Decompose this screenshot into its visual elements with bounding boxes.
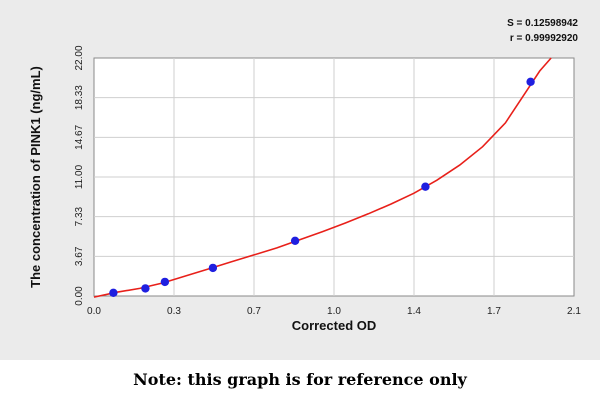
x-tick-label: 1.0 — [327, 306, 341, 317]
fit-curve-line — [93, 57, 552, 298]
y-tick-label: 18.33 — [74, 85, 85, 110]
x-tick-label: 1.7 — [487, 306, 501, 317]
chart-svg: 0.0 0.3 0.7 1.0 1.4 1.7 2.1 0.00 3.67 7.33 11.00 1… — [28, 18, 581, 333]
chart-figure: 0.0 0.3 0.7 1.0 1.4 1.7 2.1 0.00 3.67 7.33 11.00 1… — [0, 0, 600, 360]
y-tick-label: 14.67 — [74, 124, 85, 149]
grid — [94, 58, 574, 296]
data-point — [290, 236, 300, 245]
y-axis-label: The concentration of PINK1 (ng/mL) — [28, 66, 43, 288]
x-axis-label: Corrected OD — [292, 318, 377, 333]
data-point — [421, 182, 430, 191]
x-tick-label: 2.1 — [567, 306, 581, 317]
data-point — [208, 263, 218, 273]
x-tick-labels: 0.0 0.3 0.7 1.0 1.4 1.7 2.1 — [87, 306, 581, 317]
data-point — [526, 77, 535, 87]
x-tick-label: 0.3 — [167, 306, 181, 317]
y-tick-label: 7.33 — [74, 206, 85, 226]
x-tick-label: 1.4 — [407, 306, 421, 317]
data-point — [141, 284, 150, 293]
y-tick-label: 0.00 — [74, 286, 85, 306]
y-tick-labels: 0.00 3.67 7.33 11.00 14.67 18.33 22.00 — [74, 45, 85, 306]
y-tick-label: 11.00 — [74, 164, 85, 189]
fit-stat-s: S = 0.12598942 — [507, 18, 578, 29]
data-points — [109, 77, 535, 297]
reference-note: Note: this graph is for reference only — [133, 370, 467, 389]
y-tick-label: 22.00 — [74, 45, 85, 70]
x-tick-label: 0.0 — [87, 306, 101, 317]
fit-stat-r: r = 0.99992920 — [510, 33, 579, 44]
x-tick-label: 0.7 — [247, 306, 261, 317]
y-tick-label: 3.67 — [74, 246, 85, 266]
data-point — [160, 277, 170, 287]
data-point — [109, 288, 118, 297]
fit-curve-layer — [93, 57, 552, 298]
